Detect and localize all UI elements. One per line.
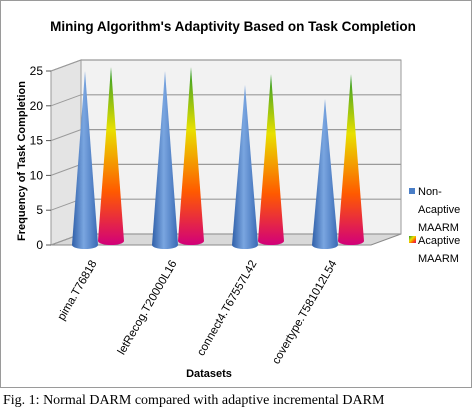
cone-adaptive-body <box>338 73 364 246</box>
legend-non-adaptive-line-2: Acaptive <box>418 204 460 216</box>
cone-non-adaptive-body <box>152 71 178 249</box>
y-tick-label: 25 <box>30 64 44 78</box>
gridline-side <box>50 163 82 176</box>
y-axis-label: Frequency of Task Completion <box>16 81 28 241</box>
cone-adaptive-body <box>258 73 284 246</box>
x-category-label: connect4.T67557L42 <box>195 259 259 359</box>
x-category-label: letRecog.T20000L16 <box>116 259 180 357</box>
cone-non-adaptive <box>72 71 98 249</box>
figure-caption: Fig. 1: Normal DARM compared with adapti… <box>3 393 385 408</box>
cone-non-adaptive-body <box>232 84 258 249</box>
x-category-label: covertype.T581012L54 <box>270 258 340 366</box>
chart-svg: Mining Algorithm's Adaptivity Based on T… <box>16 19 460 380</box>
cone-non-adaptive <box>232 84 258 249</box>
cone-adaptive-body <box>178 67 204 245</box>
y-tick-label: 10 <box>30 168 44 182</box>
cone-adaptive <box>338 73 364 246</box>
chart-title: Mining Algorithm's Adaptivity Based on T… <box>50 19 416 34</box>
legend-adaptive-line-2: MAARM <box>418 253 459 265</box>
cone-adaptive <box>258 73 284 246</box>
chart-cones <box>72 67 364 249</box>
x-category-label: pima.T76818 <box>56 259 100 323</box>
cone-adaptive <box>178 67 204 245</box>
gridline-side <box>50 129 82 142</box>
y-tick-label: 20 <box>30 99 44 113</box>
y-tick-label: 0 <box>36 238 43 252</box>
cone-adaptive <box>98 67 124 245</box>
y-tick-label: 15 <box>30 134 44 148</box>
cone-non-adaptive <box>312 98 338 249</box>
legend-non-adaptive-line-1: Non- <box>418 186 442 198</box>
gridline-side <box>50 59 82 72</box>
chart-frame: Mining Algorithm's Adaptivity Based on T… <box>0 0 472 388</box>
y-tick-label: 5 <box>36 203 43 217</box>
legend-non-adaptive-line-3: MAARM <box>418 222 459 234</box>
x-axis-label: Datasets <box>186 368 232 380</box>
y-axis-ticks: 0 5 10 15 20 25 <box>30 64 51 252</box>
cone-non-adaptive <box>152 71 178 249</box>
cone-adaptive-body <box>98 67 124 245</box>
legend-swatch-adaptive <box>409 236 416 243</box>
legend-adaptive-line-1: Acaptive <box>418 235 460 247</box>
legend: Non- Acaptive MAARM Acaptive MAARM <box>409 186 460 265</box>
x-axis-labels: pima.T76818 letRecog.T20000L16 connect4.T6… <box>56 258 340 366</box>
gridline-side <box>50 94 82 107</box>
cone-non-adaptive-body <box>312 98 338 249</box>
legend-swatch-non-adaptive <box>409 188 415 194</box>
cone-non-adaptive-body <box>72 71 98 249</box>
